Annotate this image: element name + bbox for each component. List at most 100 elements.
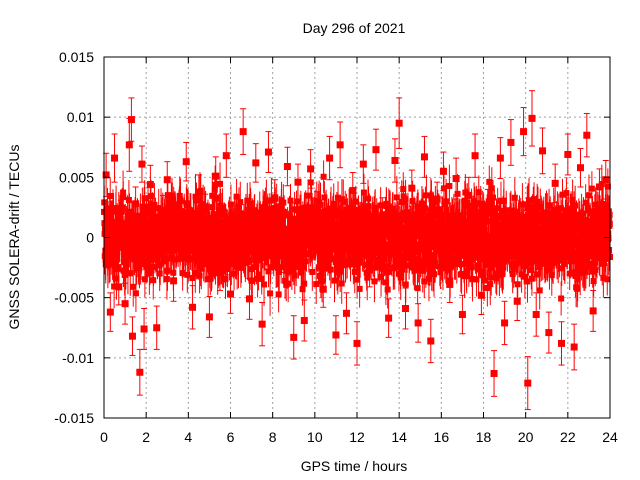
noise-point xyxy=(415,207,422,214)
noise-point xyxy=(282,277,289,284)
noise-point xyxy=(535,225,542,232)
noise-point xyxy=(511,260,518,267)
noise-point xyxy=(297,242,304,249)
noise-point xyxy=(468,203,475,210)
noise-point xyxy=(198,265,205,272)
noise-point xyxy=(294,198,301,205)
noise-point xyxy=(271,233,278,240)
noise-point xyxy=(481,277,488,284)
noise-point xyxy=(431,225,438,232)
noise-point xyxy=(543,246,550,253)
noise-point xyxy=(517,213,524,220)
noise-point xyxy=(572,202,579,209)
noise-point xyxy=(579,226,586,233)
noise-point xyxy=(534,198,541,205)
noise-point xyxy=(254,275,261,282)
noise-point xyxy=(488,274,495,281)
noise-point xyxy=(402,281,409,288)
noise-point xyxy=(283,239,290,246)
noise-point xyxy=(301,280,308,287)
noise-point xyxy=(227,201,234,208)
noise-point xyxy=(189,275,196,282)
noise-point xyxy=(150,264,157,271)
noise-point xyxy=(511,194,518,201)
noise-point xyxy=(258,233,265,240)
noise-point xyxy=(557,223,564,230)
noise-point xyxy=(454,248,461,255)
noise-point xyxy=(354,276,361,283)
noise-point xyxy=(385,268,392,275)
noise-point xyxy=(147,193,154,200)
noise-point xyxy=(573,227,580,234)
noise-point xyxy=(242,218,249,225)
noise-point xyxy=(410,261,417,268)
noise-point xyxy=(372,206,379,213)
noise-point xyxy=(409,221,416,228)
noise-point xyxy=(263,198,270,205)
noise-point xyxy=(430,218,437,225)
noise-point xyxy=(446,183,453,190)
noise-point xyxy=(299,286,306,293)
noise-point xyxy=(330,200,337,207)
noise-point xyxy=(409,198,416,205)
noise-point xyxy=(187,209,194,216)
noise-point xyxy=(320,173,327,180)
noise-point xyxy=(436,263,443,270)
noise-point xyxy=(530,215,537,222)
noise-point xyxy=(537,254,544,261)
noise-point xyxy=(536,287,543,294)
noise-point xyxy=(524,228,531,235)
noise-point xyxy=(238,258,245,265)
noise-point xyxy=(300,264,307,271)
noise-point xyxy=(532,258,539,265)
noise-point xyxy=(211,231,218,238)
noise-point xyxy=(399,266,406,273)
noise-point xyxy=(528,275,535,282)
noise-point xyxy=(475,266,482,273)
noise-point xyxy=(194,257,201,264)
noise-point xyxy=(379,265,386,272)
noise-point xyxy=(130,283,137,290)
noise-point xyxy=(334,230,341,237)
noise-point xyxy=(353,238,360,245)
noise-point xyxy=(133,236,140,243)
noise-point xyxy=(378,221,385,228)
noise-point xyxy=(406,227,413,234)
noise-point xyxy=(331,277,338,284)
noise-point xyxy=(566,227,573,234)
noise-point xyxy=(512,208,519,215)
noise-point xyxy=(267,290,274,297)
noise-point xyxy=(146,219,153,226)
noise-point xyxy=(192,270,199,277)
noise-point xyxy=(191,210,198,217)
noise-point xyxy=(518,259,525,266)
noise-point xyxy=(169,245,176,252)
noise-point xyxy=(340,198,347,205)
noise-point xyxy=(427,192,434,199)
noise-point xyxy=(147,247,154,254)
noise-point xyxy=(546,266,553,273)
noise-point xyxy=(207,275,214,282)
noise-point xyxy=(288,226,295,233)
noise-point xyxy=(273,203,280,210)
noise-point xyxy=(489,194,496,201)
noise-point xyxy=(196,272,203,279)
noise-point xyxy=(574,265,581,272)
noise-point xyxy=(519,201,526,208)
noise-point xyxy=(149,256,156,263)
noise-point xyxy=(181,249,188,256)
noise-point xyxy=(338,280,345,287)
noise-point xyxy=(246,257,253,264)
noise-point xyxy=(484,210,491,217)
noise-point xyxy=(136,265,143,272)
chart-title: Day 296 of 2021 xyxy=(303,20,406,36)
noise-point xyxy=(249,277,256,284)
noise-point xyxy=(141,276,148,283)
noise-point xyxy=(395,249,402,256)
noise-point xyxy=(414,211,421,218)
noise-point xyxy=(258,275,265,282)
noise-point xyxy=(351,268,358,275)
noise-point xyxy=(237,199,244,206)
noise-point xyxy=(342,237,349,244)
noise-point xyxy=(276,267,283,274)
